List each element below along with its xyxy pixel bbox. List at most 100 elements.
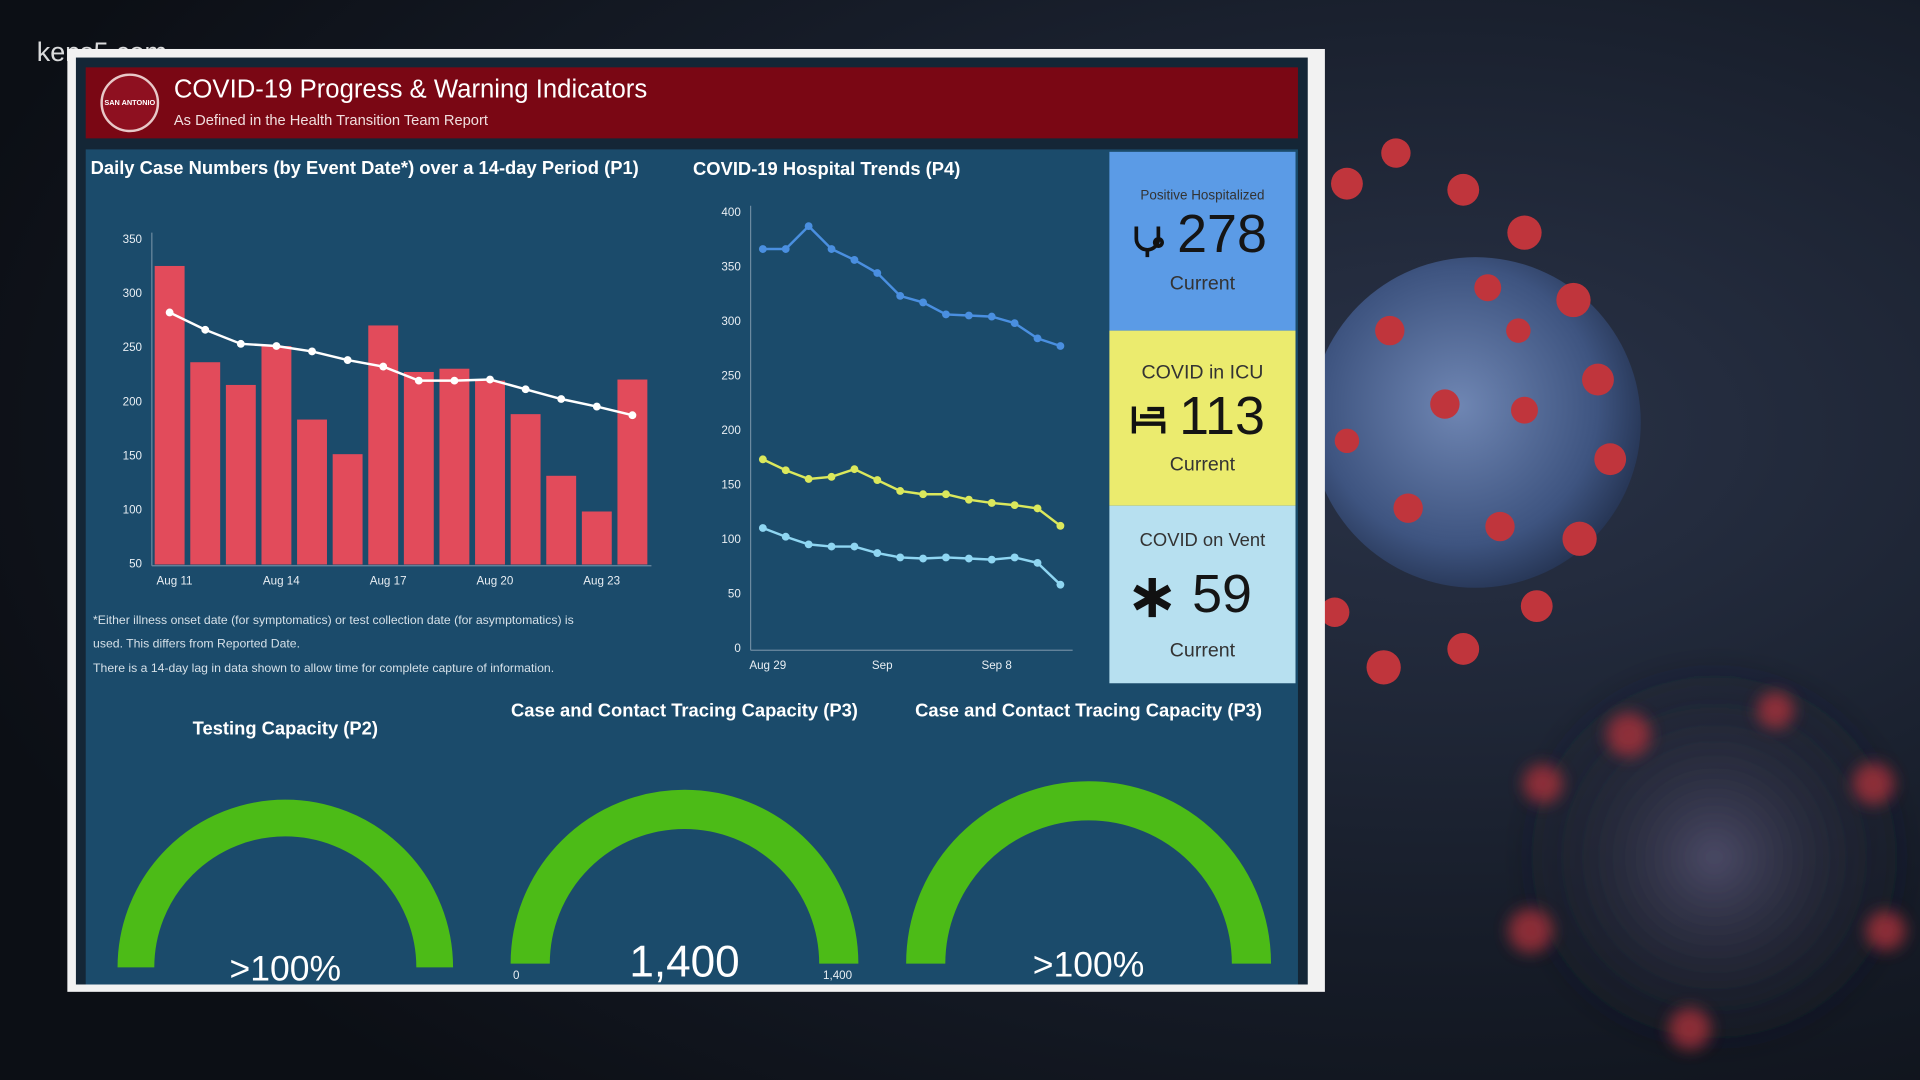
data-point [557, 395, 566, 403]
kpi-caption: Current [1170, 453, 1236, 475]
data-point [919, 554, 927, 563]
header-bar [85, 67, 1298, 139]
data-point [942, 553, 950, 562]
gauge-value: >100% [230, 948, 342, 988]
data-point [827, 472, 836, 481]
y-tick-label: 150 [123, 449, 143, 462]
data-point [942, 490, 950, 499]
data-point [1010, 553, 1019, 562]
data-point [165, 308, 174, 317]
data-point [781, 245, 790, 253]
footnote: used. This differs from Reported Date. [93, 636, 300, 650]
data-point [521, 385, 530, 394]
gauge-value: >100% [1033, 945, 1145, 985]
y-tick-label: 300 [721, 315, 741, 328]
x-tick-label: Aug 23 [583, 575, 620, 588]
x-tick-label: Aug 29 [749, 659, 786, 672]
y-tick-label: 250 [123, 341, 143, 354]
data-point [987, 312, 996, 321]
chart-title: Daily Case Numbers (by Event Date*) over… [90, 157, 639, 179]
kpi-value: 113 [1179, 386, 1265, 446]
data-point [987, 499, 996, 507]
data-point [850, 465, 859, 474]
bar [510, 414, 541, 565]
data-point [781, 532, 790, 541]
data-point [758, 524, 767, 532]
gauge-arc [117, 799, 454, 968]
data-point [1056, 342, 1065, 350]
data-point [987, 555, 996, 564]
data-point [827, 245, 836, 253]
data-point [804, 475, 813, 483]
y-tick-label: 350 [721, 261, 741, 274]
data-point [1056, 580, 1065, 589]
data-point [896, 291, 905, 300]
data-point [450, 376, 459, 385]
data-point [628, 411, 637, 420]
y-tick-label: 300 [123, 287, 143, 300]
y-tick-label: 50 [728, 588, 741, 601]
asterisk-icon [1133, 577, 1172, 618]
x-tick-label: Aug 11 [157, 575, 193, 588]
y-tick-label: 100 [721, 533, 741, 546]
series-line [762, 224, 1061, 348]
data-point [308, 347, 316, 356]
gauge-tick-label: 0 [513, 969, 520, 982]
bar [439, 368, 470, 565]
data-point [236, 339, 245, 348]
logo [100, 73, 160, 133]
virus-illustration [1310, 138, 1920, 1066]
data-point [414, 376, 423, 385]
data-point [850, 256, 859, 264]
data-point [1033, 504, 1042, 513]
data-point [1033, 334, 1042, 343]
x-tick-label: Sep 8 [981, 659, 1011, 672]
header-subtitle: As Defined in the Health Transition Team… [174, 113, 488, 129]
kpi-value: 278 [1177, 204, 1267, 264]
gauge-tick-label: 1,400 [823, 969, 853, 982]
data-point [964, 495, 973, 504]
kpi-card [1109, 151, 1296, 331]
data-point [919, 490, 927, 499]
data-point [873, 269, 882, 277]
x-tick-label: Aug 14 [263, 575, 300, 588]
gauge-value: 1,400 [629, 938, 739, 987]
panel [85, 149, 1298, 985]
y-tick-label: 200 [721, 424, 741, 437]
data-point [873, 549, 882, 557]
data-point [201, 325, 210, 334]
gauge-arc [510, 789, 859, 964]
data-point [827, 542, 836, 551]
y-tick-label: 350 [123, 233, 143, 246]
x-tick-label: Aug 20 [476, 575, 513, 588]
chart-title: COVID-19 Hospital Trends (P4) [693, 158, 960, 179]
header-title: COVID-19 Progress & Warning Indicators [174, 75, 647, 103]
kpi-icons [1131, 226, 1172, 618]
kpi-caption: Current [1170, 640, 1236, 662]
y-tick-label: 0 [734, 642, 741, 655]
data-point [486, 375, 494, 384]
data-point [1033, 558, 1042, 567]
data-point [919, 298, 927, 307]
kpi-label: Positive Hospitalized [1140, 187, 1264, 202]
data-point [343, 356, 352, 364]
data-point [942, 310, 950, 319]
kpi-label: COVID in ICU [1142, 362, 1264, 384]
data-point [964, 554, 973, 563]
data-point [758, 245, 767, 253]
data-point [804, 222, 813, 231]
data-point [964, 311, 973, 320]
data-point [896, 553, 905, 562]
gauge-arc [906, 781, 1272, 964]
chart-1-title-box: Daily Case Numbers (by Event Date*) over… [90, 157, 639, 179]
bar [368, 325, 399, 565]
bar [225, 384, 256, 565]
data-point [896, 487, 905, 495]
bar [190, 362, 221, 565]
logo-text: SAN ANTONIO [104, 98, 155, 107]
data-point [1056, 521, 1065, 530]
kpi-value: 59 [1192, 564, 1252, 624]
data-point [1010, 319, 1019, 328]
